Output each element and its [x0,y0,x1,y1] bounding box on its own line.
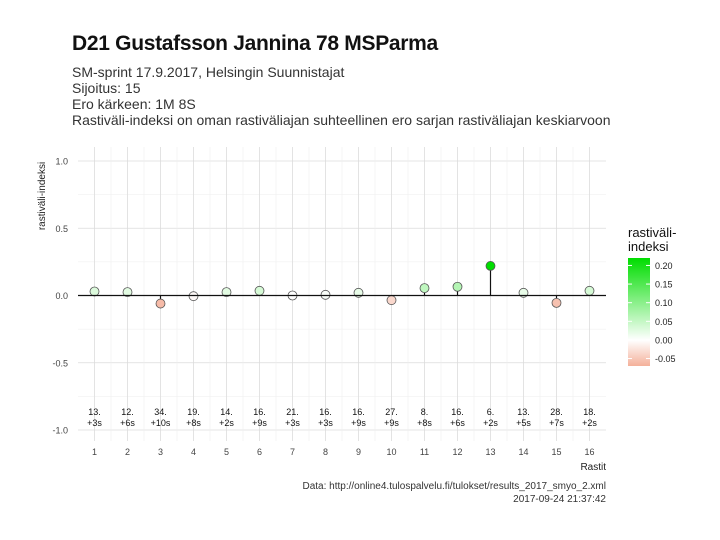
diff-label: +3s [87,418,102,428]
points [89,261,595,309]
legend-tick-label: 0.05 [655,317,673,327]
legend-tick-label: 0.10 [655,298,673,308]
data-point [584,285,595,296]
data-point [485,261,496,271]
legend-tick-label: -0.05 [655,354,676,364]
data-point [551,297,562,308]
rank-label: 6. [487,407,495,417]
diff-label: +2s [582,418,597,428]
data-point [386,295,397,306]
x-tick-label: 12 [452,447,462,457]
x-tick-label: 2 [125,447,130,457]
legend-tick-label: 0.00 [655,335,673,345]
diff-label: +7s [549,418,564,428]
rank-label: 12. [121,407,134,417]
data-point [188,291,199,302]
diff-label: +6s [120,418,135,428]
y-tick-label: -1.0 [52,426,68,436]
legend-title-line1: rastiväli- [628,225,676,240]
x-tick-label: 6 [257,447,262,457]
x-tick-label: 7 [290,447,295,457]
legend-tick-label: 0.20 [655,261,673,271]
diff-label: +6s [450,418,465,428]
rank-label: 34. [154,407,167,417]
data-point [221,287,232,298]
legend-colorbar [628,258,650,366]
rank-label: 16. [319,407,332,417]
diff-label: +3s [318,418,333,428]
y-tick-label: 0.5 [55,224,68,234]
x-tick-label: 11 [420,447,429,457]
color-legend: rastiväli- indeksi 0.20 0.15 0.10 0.05 0.00 -… [628,225,676,366]
x-tick-label: 15 [551,447,561,457]
diff-label: +9s [252,418,267,428]
rank-label: 13. [517,407,530,417]
x-tick-label: 5 [224,447,229,457]
rank-label: 19. [187,407,200,417]
data-point [89,286,100,297]
subtitle-gap: Ero kärkeen: 1M 8S [72,96,196,112]
data-point [122,287,133,298]
subtitle-description: Rastiväli-indeksi on oman rastiväliajan … [72,112,611,128]
diff-label: +5s [516,418,531,428]
x-tick-label: 14 [518,447,528,457]
rank-label: 28. [550,407,563,417]
chart-title: D21 Gustafsson Jannina 78 MSParma [72,32,438,55]
x-tick-label: 9 [356,447,361,457]
diff-label: +8s [186,418,201,428]
diff-label: +9s [351,418,366,428]
legend-title-line2: indeksi [628,239,669,254]
x-tick-label: 13 [485,447,495,457]
data-point [254,285,265,296]
data-source: Data: http://online4.tulospalvelu.fi/tul… [302,481,606,492]
y-tick-label: 1.0 [55,157,68,167]
subtitle-placing: Sijoitus: 15 [72,80,141,96]
data-point [320,289,331,300]
rank-label: 18. [583,407,596,417]
data-point [452,281,463,292]
rank-label: 16. [451,407,464,417]
data-point [155,298,166,309]
diff-label: +9s [384,418,399,428]
diff-label: +10s [151,418,171,428]
legend-tick-label: 0.15 [655,280,673,290]
rank-label: 8. [421,407,429,417]
diff-label: +2s [483,418,498,428]
legend-ticks: 0.20 0.15 0.10 0.05 0.00 -0.05 [628,261,676,364]
x-tick-label: 1 [92,447,97,457]
x-tick-label: 8 [323,447,328,457]
diff-label: +3s [285,418,300,428]
rank-label: 13. [88,407,101,417]
y-axis-label: rastiväli-indeksi [37,162,48,230]
rank-label: 16. [253,407,266,417]
rank-label: 21. [286,407,299,417]
timestamp: 2017-09-24 21:37:42 [513,494,606,505]
rank-label: 27. [385,407,398,417]
data-point [419,283,430,294]
subtitle-event: SM-sprint 17.9.2017, Helsingin Suunnista… [72,64,345,80]
rank-label: 16. [352,407,365,417]
x-axis-label: Rastit [580,462,606,473]
y-tick-label: -0.5 [52,358,68,368]
y-tick-label: 0.0 [55,291,68,301]
x-tick-label: 16 [584,447,594,457]
diff-label: +8s [417,418,432,428]
x-tick-label: 10 [386,447,396,457]
point-labels: 13.+3s12.+6s34.+10s19.+8s14.+2s16.+9s21.… [87,407,597,428]
diff-label: +2s [219,418,234,428]
axes: -1.0-0.50.00.51.01 2 3 4 5 6 7 8 9 10 11 12 13 14 15 16 [52,157,606,457]
rank-label: 14. [220,407,233,417]
x-tick-label: 4 [191,447,196,457]
x-tick-label: 3 [158,447,163,457]
